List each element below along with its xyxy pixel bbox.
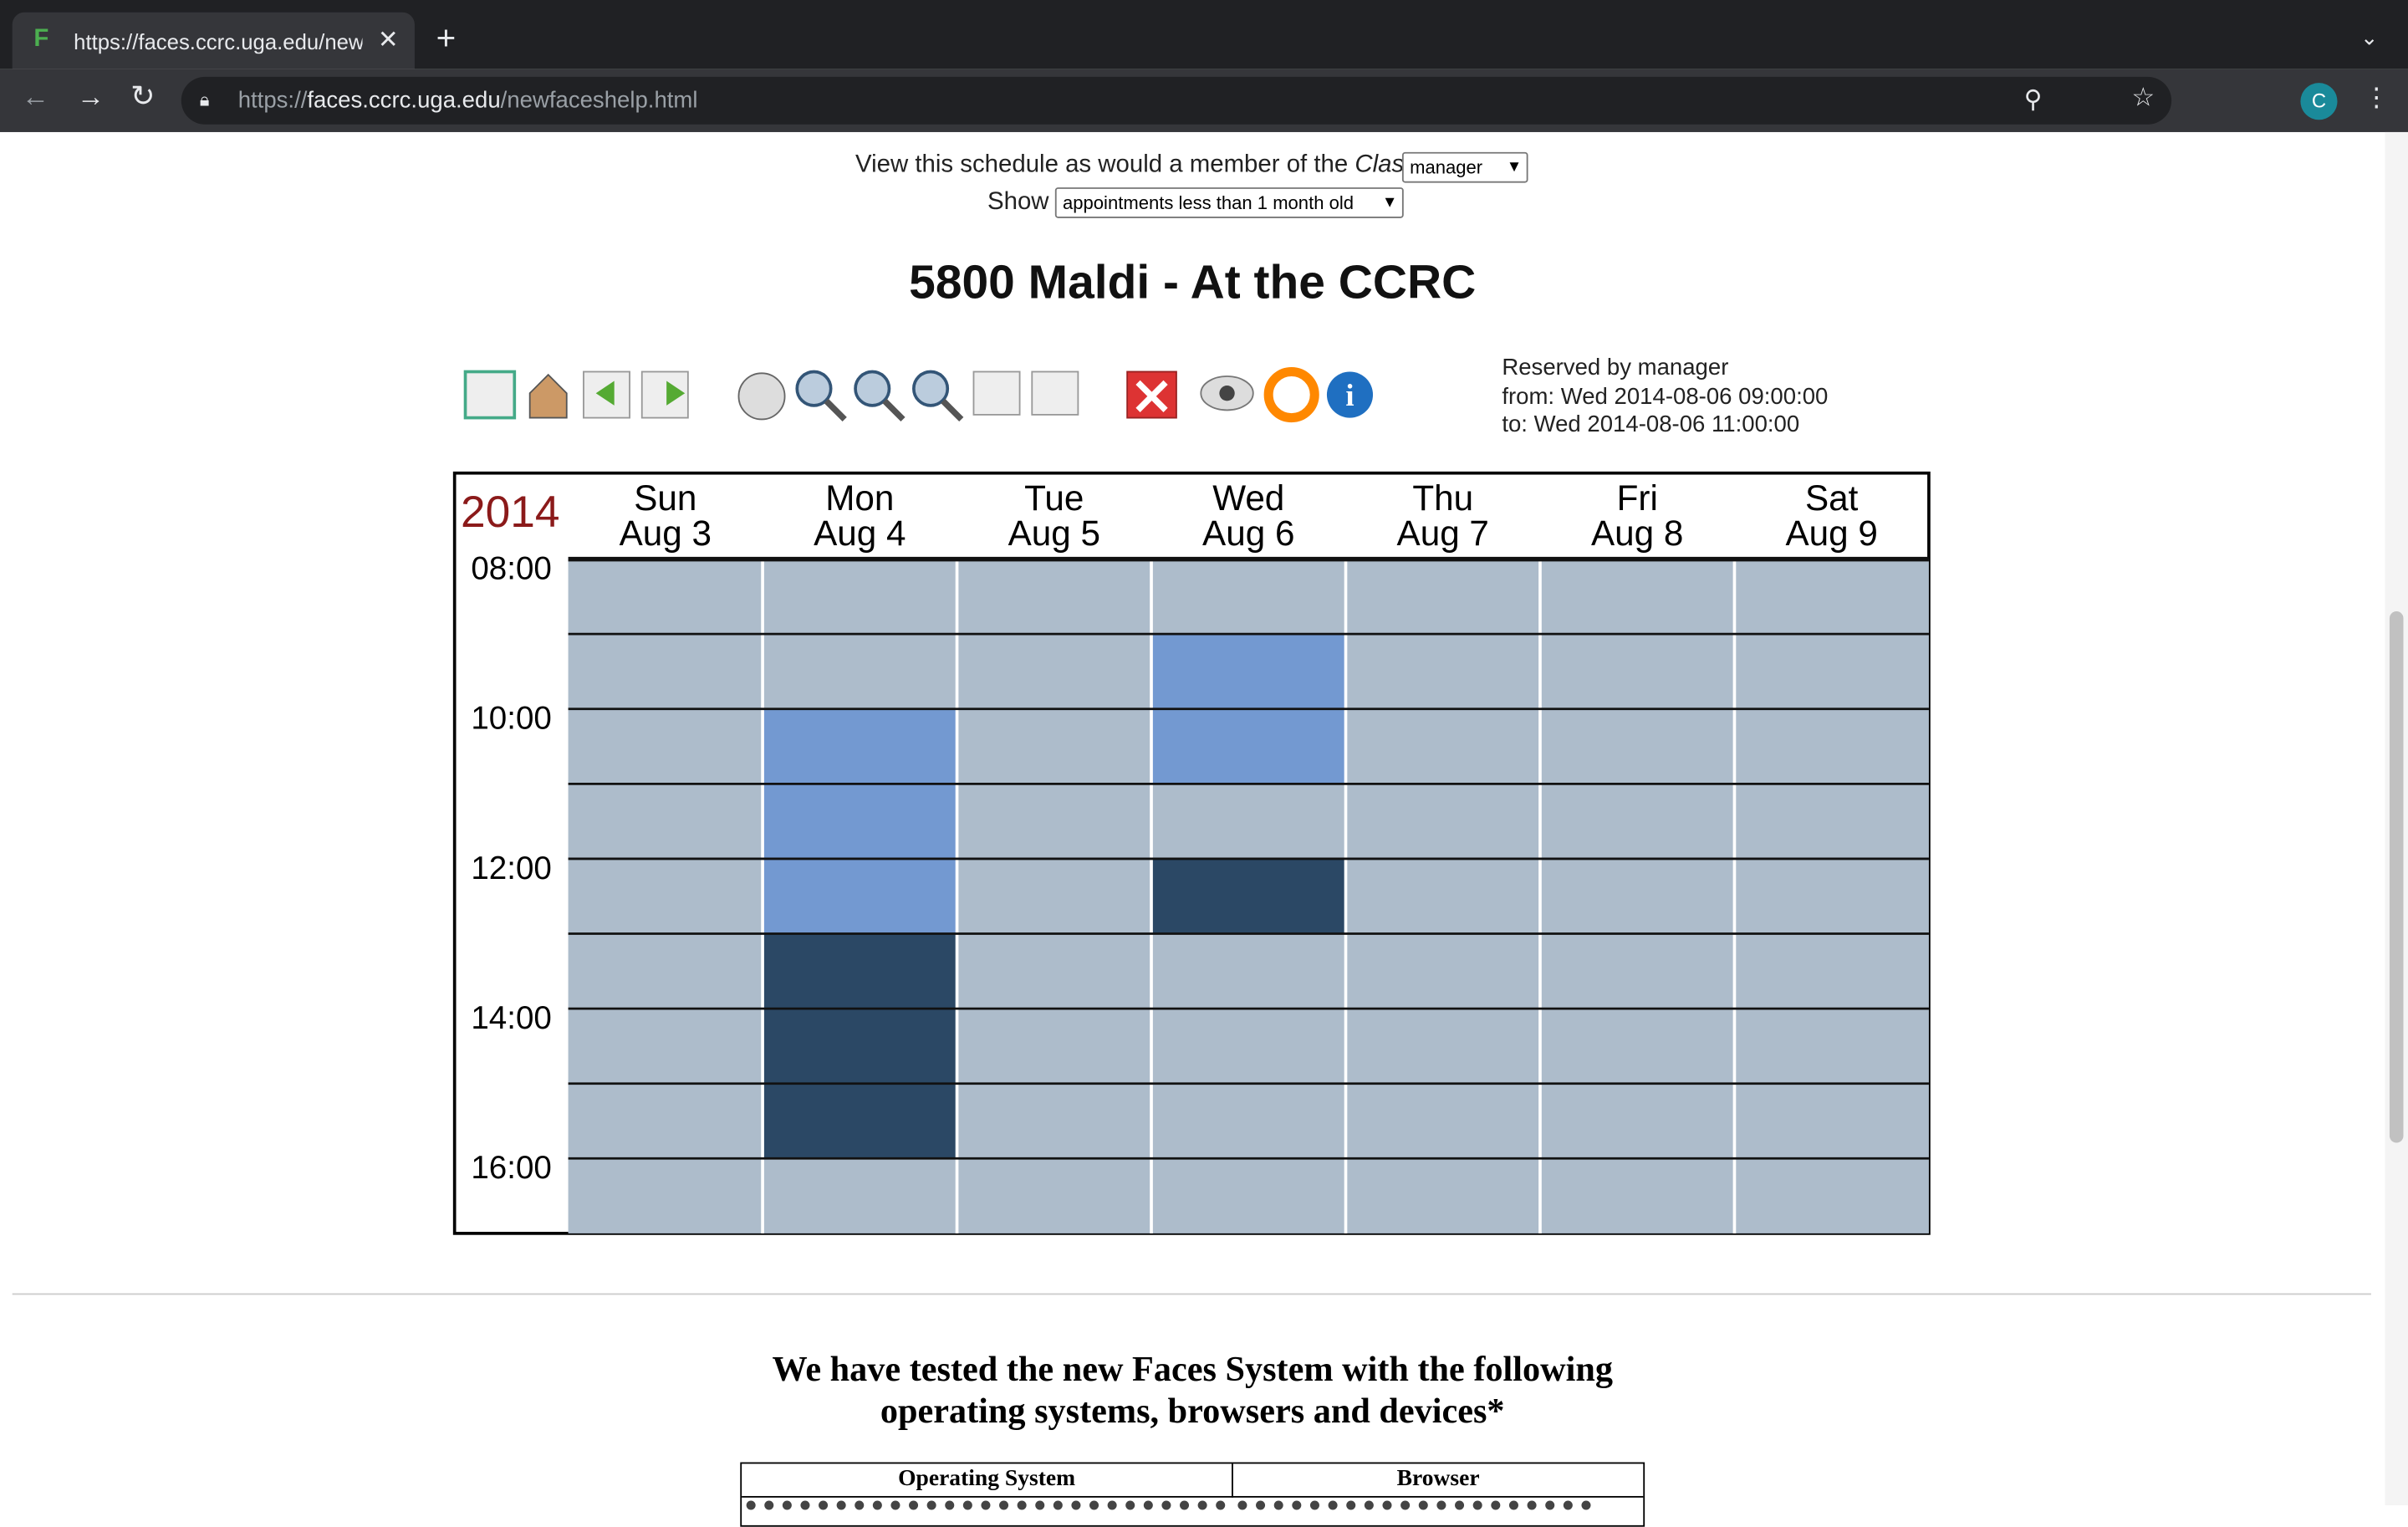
address-bar[interactable] — [181, 76, 2172, 125]
day-date: Aug 7 — [1397, 513, 1489, 553]
avatar[interactable]: C — [2300, 83, 2338, 120]
appointment — [1151, 858, 1346, 934]
url-path: /newfaceshelp.html — [500, 87, 698, 114]
day-date: Aug 9 — [1786, 513, 1878, 553]
help-icon[interactable] — [1263, 366, 1319, 423]
menu[interactable]: ⋮ — [2363, 83, 2390, 113]
icon-toolbar: i — [463, 366, 1374, 423]
day-name: Sat — [1805, 478, 1859, 518]
prev-icon[interactable] — [583, 370, 630, 419]
day-name: Thu — [1412, 478, 1473, 518]
day-name: Fri — [1617, 478, 1658, 518]
url-host: faces.ccrc.uga.edu — [307, 87, 501, 114]
table-header: Operating System — [742, 1463, 1233, 1498]
time-label: 16:00 — [471, 1150, 552, 1186]
time-label: 08:00 — [471, 550, 552, 586]
zoom-in-icon[interactable] — [854, 370, 891, 407]
day-date: Aug 4 — [814, 513, 906, 553]
reservation-line: from: Wed 2014-08-06 09:00:00 — [1502, 383, 1829, 410]
new-tab[interactable]: + — [436, 18, 457, 57]
bookmark[interactable]: ☆ — [2131, 83, 2155, 113]
footer-heading: We have tested the new Faces System with… — [0, 1349, 2385, 1432]
lock-icon: 🔒︎ — [199, 89, 210, 111]
table-header: Browser — [1232, 1463, 1644, 1498]
scroll-thumb[interactable] — [2389, 611, 2404, 1143]
info-icon[interactable] — [1326, 371, 1374, 418]
time-label: 12:00 — [471, 850, 552, 886]
tab-title: https://faces.ccrc.uga.edu/newfaceshelp.… — [74, 28, 363, 54]
schedule-title: 5800 Maldi - At the CCRC — [909, 254, 1477, 309]
reservation-line: to: Wed 2014-08-06 11:00:00 — [1502, 411, 1800, 438]
reservation-line: Reserved by manager — [1502, 355, 1729, 381]
class-select[interactable]: manager — [1401, 151, 1528, 183]
heading-line: operating systems, browsers and devices* — [880, 1392, 1505, 1430]
show-label: Show — [987, 188, 1049, 216]
day-name: Sun — [634, 478, 696, 518]
day-date: Aug 5 — [1008, 513, 1100, 553]
tab-menu[interactable]: ⌄ — [2360, 24, 2379, 49]
down-icon[interactable] — [1031, 370, 1079, 416]
reload[interactable]: ↻ — [130, 81, 156, 114]
appointment — [763, 933, 957, 1159]
time-label: 14:00 — [471, 1000, 552, 1036]
view-label: View this schedule as would a member of … — [855, 152, 1416, 180]
tab[interactable] — [12, 12, 415, 69]
show-value: appointments less than 1 month old — [1063, 192, 1354, 214]
zoom-1-icon[interactable] — [795, 370, 833, 407]
zoom-out-icon[interactable] — [912, 370, 950, 407]
url-prefix: https:// — [237, 87, 308, 114]
up-icon[interactable] — [972, 370, 1021, 416]
svg-text:i: i — [1345, 378, 1354, 412]
table-row-cut — [746, 1500, 1226, 1519]
os-table: Operating System Browser — [740, 1462, 1645, 1527]
show-select[interactable]: appointments less than 1 month old — [1054, 187, 1404, 218]
appointment — [763, 708, 957, 934]
view-text: View this schedule as would a member of … — [855, 151, 1349, 179]
tab-close[interactable]: ✕ — [377, 28, 399, 54]
day-date: Aug 8 — [1591, 513, 1683, 553]
zoom-icon[interactable]: ⚲ — [2023, 87, 2043, 114]
day-date: Aug 3 — [620, 513, 712, 553]
reservation-info: Reserved by manager from: Wed 2014-08-06 … — [1502, 355, 1828, 440]
heading-line: We have tested the new Faces System with… — [772, 1350, 1613, 1389]
day-name: Mon — [825, 478, 894, 518]
forward[interactable]: → — [76, 81, 105, 113]
day-name: Tue — [1024, 478, 1084, 518]
divider — [12, 1293, 2371, 1295]
back[interactable]: ← — [21, 81, 49, 113]
favicon: F — [33, 26, 49, 53]
time-label: 10:00 — [471, 701, 552, 737]
day-date: Aug 6 — [1202, 513, 1294, 553]
day-icon[interactable] — [737, 372, 786, 421]
home-icon[interactable] — [528, 373, 568, 419]
calendar-icon[interactable] — [463, 370, 517, 420]
class-value: manager — [1410, 156, 1483, 179]
url: https://faces.ccrc.uga.edu/newfaceshelp.… — [238, 88, 698, 114]
day-name: Wed — [1212, 478, 1284, 518]
year: 2014 — [461, 488, 559, 537]
table-row-cut — [1237, 1500, 1591, 1519]
